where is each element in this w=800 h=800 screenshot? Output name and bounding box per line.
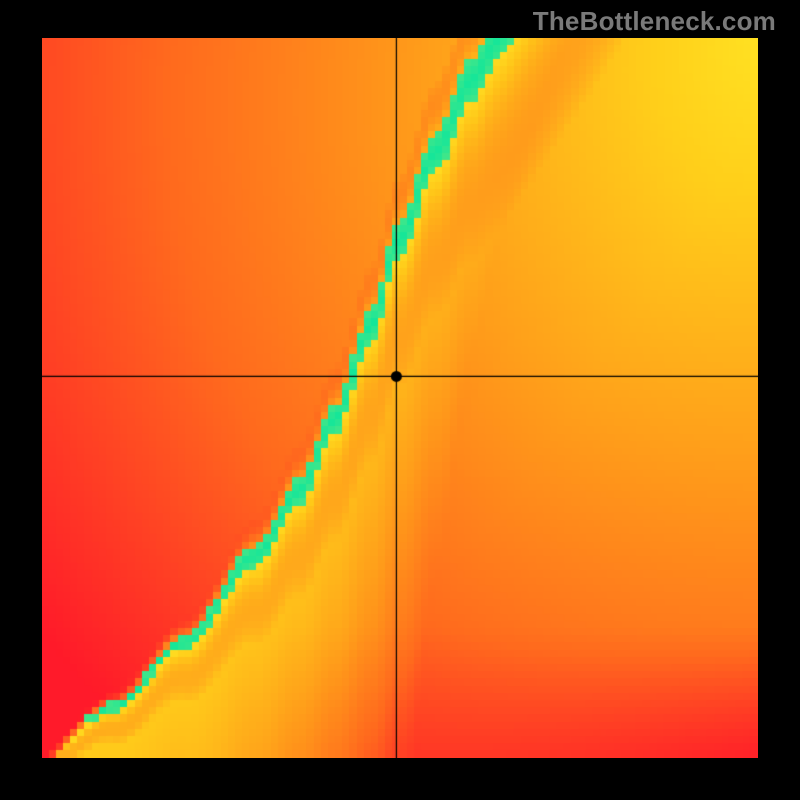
heatmap-canvas — [42, 38, 758, 758]
chart-container: TheBottleneck.com — [0, 0, 800, 800]
watermark-text: TheBottleneck.com — [533, 6, 776, 37]
